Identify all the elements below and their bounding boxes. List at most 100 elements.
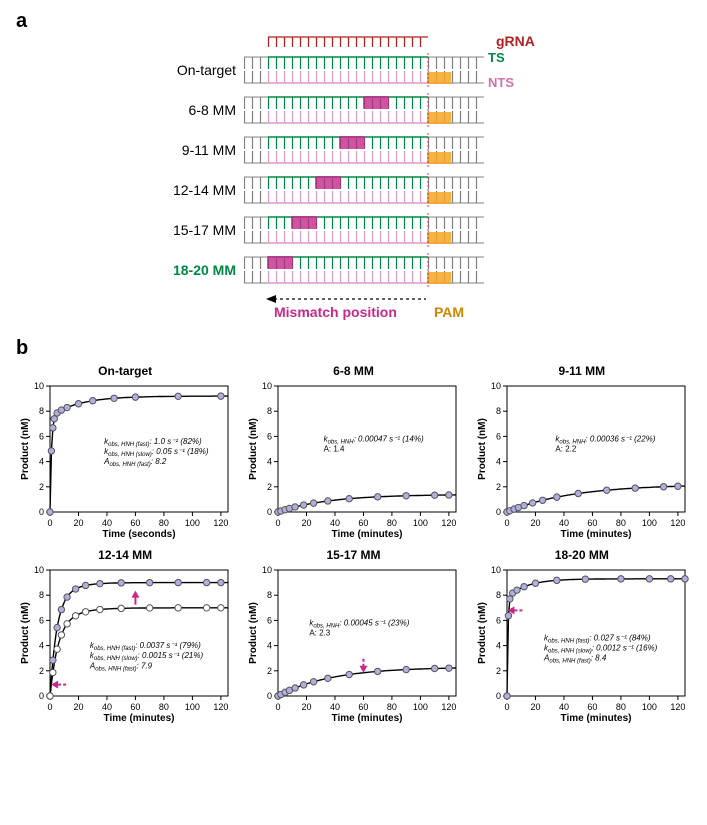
- svg-text:8: 8: [496, 590, 501, 600]
- svg-text:6: 6: [39, 615, 44, 625]
- duplex-2: [244, 133, 544, 167]
- svg-text:Mismatch position: Mismatch position: [274, 304, 397, 320]
- chart-1: 6-8 MM 0246810020406080100120Product (nM…: [244, 364, 462, 540]
- svg-text:Product (nM): Product (nM): [20, 418, 31, 480]
- svg-text:120: 120: [213, 702, 228, 712]
- schematic-row-2: 9-11 MM: [156, 133, 691, 167]
- svg-text:80: 80: [616, 702, 626, 712]
- panel-a-label: a: [16, 10, 27, 32]
- svg-text:60: 60: [130, 518, 140, 528]
- duplex-1: [244, 93, 544, 127]
- chart-svg-3: 0246810020406080100120Product (nM)Time (…: [16, 564, 234, 724]
- svg-text:120: 120: [442, 518, 457, 528]
- chart-4: 15-17 MM 0246810020406080100120Product (…: [244, 548, 462, 724]
- svg-text:100: 100: [185, 518, 200, 528]
- svg-text:Time (seconds): Time (seconds): [102, 529, 175, 540]
- svg-text:80: 80: [387, 518, 397, 528]
- duplex-3: [244, 173, 544, 207]
- svg-text:80: 80: [159, 702, 169, 712]
- row-label-4: 15-17 MM: [156, 222, 236, 238]
- svg-text:20: 20: [302, 518, 312, 528]
- row-label-0: On-target: [156, 62, 236, 78]
- svg-text:40: 40: [102, 702, 112, 712]
- svg-text:120: 120: [213, 518, 228, 528]
- chart-0: On-target 0246810020406080100120Product …: [16, 364, 234, 540]
- svg-text:100: 100: [413, 702, 428, 712]
- svg-text:60: 60: [359, 518, 369, 528]
- svg-text:6: 6: [496, 615, 501, 625]
- svg-text:8: 8: [267, 406, 272, 416]
- svg-text:8: 8: [496, 406, 501, 416]
- panel-b: b On-target 0246810020406080100120Produc…: [16, 337, 691, 724]
- svg-text:20: 20: [73, 518, 83, 528]
- svg-text:4: 4: [267, 641, 272, 651]
- svg-text:80: 80: [159, 518, 169, 528]
- svg-text:Product (nM): Product (nM): [20, 602, 31, 664]
- svg-text:A: 1.4: A: 1.4: [324, 445, 345, 454]
- schematic-row-5: 18-20 MM: [156, 253, 691, 287]
- chart-5: 18-20 MM 0246810020406080100120Product (…: [473, 548, 691, 724]
- svg-text:2: 2: [496, 482, 501, 492]
- chart-title-5: 18-20 MM: [473, 548, 691, 562]
- svg-text:Product (nM): Product (nM): [248, 602, 259, 664]
- svg-text:Aobs, HNH (fast): 8.4: Aobs, HNH (fast): 8.4: [543, 654, 607, 665]
- svg-text:2: 2: [267, 482, 272, 492]
- svg-text:0: 0: [47, 702, 52, 712]
- svg-text:0: 0: [267, 507, 272, 517]
- chart-svg-5: 0246810020406080100120Product (nM)Time (…: [473, 564, 691, 724]
- svg-text:20: 20: [530, 518, 540, 528]
- svg-text:Time (minutes): Time (minutes): [560, 529, 631, 540]
- svg-text:4: 4: [496, 641, 501, 651]
- svg-text:40: 40: [559, 702, 569, 712]
- svg-text:120: 120: [670, 518, 685, 528]
- svg-text:10: 10: [34, 565, 44, 575]
- figure: a gRNA On-target TS NTS 6-8 MM 9-11 MM 12…: [0, 0, 707, 734]
- chart-3: 12-14 MM 0246810020406080100120Product (…: [16, 548, 234, 724]
- svg-text:100: 100: [413, 518, 428, 528]
- svg-text:10: 10: [34, 381, 44, 391]
- svg-text:6: 6: [267, 431, 272, 441]
- svg-text:NTS: NTS: [488, 75, 514, 87]
- svg-text:10: 10: [491, 565, 501, 575]
- svg-text:0: 0: [496, 691, 501, 701]
- svg-text:Aobs, HNH (fast): 8.2: Aobs, HNH (fast): 8.2: [103, 457, 167, 468]
- chart-title-0: On-target: [16, 364, 234, 378]
- svg-text:8: 8: [39, 590, 44, 600]
- svg-text:A: 2.3: A: 2.3: [310, 629, 331, 638]
- chart-title-2: 9-11 MM: [473, 364, 691, 378]
- svg-text:0: 0: [496, 507, 501, 517]
- row-label-2: 9-11 MM: [156, 142, 236, 158]
- svg-text:4: 4: [267, 457, 272, 467]
- svg-text:100: 100: [642, 518, 657, 528]
- svg-text:6: 6: [39, 431, 44, 441]
- svg-text:0: 0: [276, 518, 281, 528]
- svg-text:4: 4: [39, 457, 44, 467]
- svg-text:100: 100: [642, 702, 657, 712]
- svg-text:80: 80: [387, 702, 397, 712]
- svg-text:40: 40: [330, 518, 340, 528]
- svg-text:10: 10: [491, 381, 501, 391]
- schematic-row-1: 6-8 MM: [156, 93, 691, 127]
- chart-svg-0: 0246810020406080100120Product (nM)Time (…: [16, 380, 234, 540]
- svg-text:4: 4: [496, 457, 501, 467]
- svg-text:8: 8: [39, 406, 44, 416]
- svg-text:2: 2: [496, 666, 501, 676]
- svg-text:60: 60: [130, 702, 140, 712]
- legend-grna: gRNA: [496, 33, 535, 53]
- charts-grid: On-target 0246810020406080100120Product …: [16, 364, 691, 724]
- svg-text:60: 60: [587, 518, 597, 528]
- svg-text:20: 20: [302, 702, 312, 712]
- svg-text:100: 100: [185, 702, 200, 712]
- duplex-4: [244, 213, 544, 247]
- svg-text:0: 0: [504, 518, 509, 528]
- svg-text:0: 0: [276, 702, 281, 712]
- svg-text:6: 6: [267, 615, 272, 625]
- svg-text:TS: TS: [488, 53, 505, 65]
- chart-title-4: 15-17 MM: [244, 548, 462, 562]
- svg-text:10: 10: [262, 381, 272, 391]
- svg-text:Time (minutes): Time (minutes): [332, 713, 403, 724]
- svg-text:A: 2.2: A: 2.2: [555, 445, 576, 454]
- chart-svg-4: 0246810020406080100120Product (nM)Time (…: [244, 564, 462, 724]
- grna-row: gRNA: [156, 33, 691, 53]
- svg-text:80: 80: [616, 518, 626, 528]
